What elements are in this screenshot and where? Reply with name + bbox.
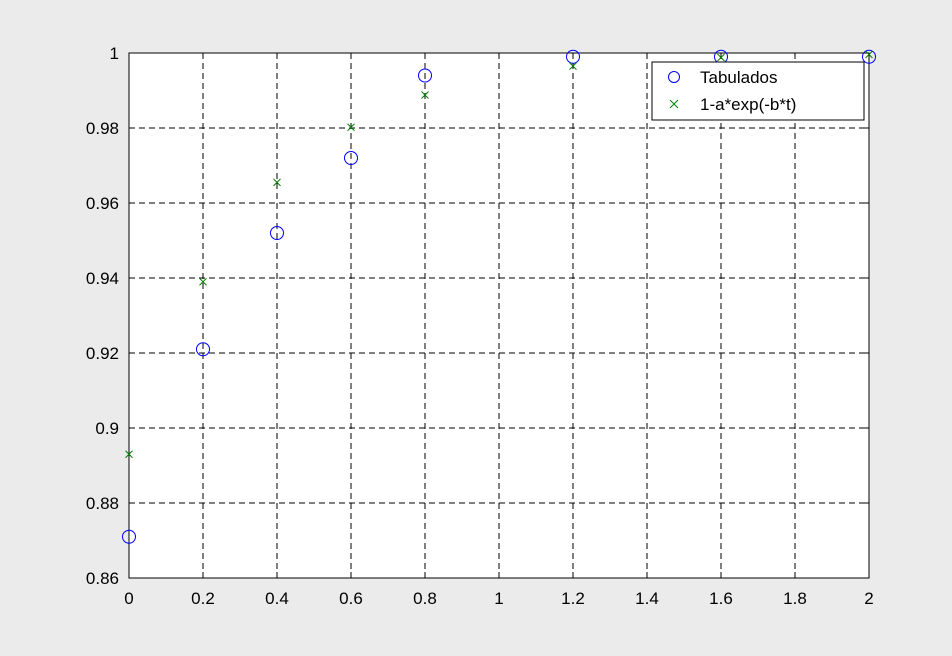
x-tick-label: 0.4 bbox=[265, 589, 289, 608]
point-fit bbox=[865, 50, 873, 59]
x-tick-labels: 0 0.2 0.4 0.6 0.8 1 1.2 1.4 1.6 1.8 2 bbox=[124, 589, 873, 608]
point-fit bbox=[199, 277, 207, 286]
y-tick-labels: 0.86 0.88 0.9 0.92 0.94 0.96 0.98 1 bbox=[86, 44, 119, 588]
legend-box bbox=[651, 61, 865, 121]
x-tick-label: 2 bbox=[864, 589, 873, 608]
point-fit bbox=[569, 62, 577, 70]
point-tabulados bbox=[566, 49, 580, 64]
x-tick-label: 1.2 bbox=[561, 589, 585, 608]
grid-lines bbox=[129, 53, 869, 578]
point-fit bbox=[273, 178, 281, 187]
point-fit bbox=[125, 450, 133, 459]
x-tick-label: 0.2 bbox=[191, 589, 215, 608]
x-tick-label: 0.6 bbox=[339, 589, 363, 608]
y-tick-label: 0.88 bbox=[86, 494, 119, 513]
y-tick-label: 1 bbox=[110, 44, 119, 63]
point-tabulados bbox=[196, 342, 210, 357]
axis-ticks bbox=[128, 52, 870, 579]
y-tick-label: 0.9 bbox=[95, 419, 119, 438]
y-tick-label: 0.86 bbox=[86, 569, 119, 588]
point-tabulados bbox=[122, 529, 136, 544]
point-fit bbox=[717, 53, 725, 62]
legend-marker-circle bbox=[668, 71, 680, 83]
legend-label-tabulados: Tabulados bbox=[700, 68, 778, 87]
point-fit bbox=[347, 123, 355, 132]
y-tick-label: 0.94 bbox=[86, 269, 119, 288]
legend-marker-x bbox=[669, 99, 679, 109]
legend-label-fit: 1-a*exp(-b*t) bbox=[700, 95, 796, 114]
point-tabulados bbox=[344, 151, 358, 165]
point-tabulados bbox=[862, 49, 876, 64]
x-tick-label: 1 bbox=[494, 589, 503, 608]
data-points bbox=[122, 49, 876, 544]
x-tick-label: 0 bbox=[124, 589, 133, 608]
x-tick-label: 1.6 bbox=[709, 589, 733, 608]
legend: Tabulados 1-a*exp(-b*t) bbox=[651, 61, 865, 121]
y-tick-label: 0.92 bbox=[86, 344, 119, 363]
y-tick-label: 0.96 bbox=[86, 194, 119, 213]
x-tick-label: 0.8 bbox=[413, 589, 437, 608]
point-tabulados bbox=[418, 68, 432, 83]
point-tabulados bbox=[270, 226, 284, 240]
x-tick-label: 1.8 bbox=[783, 589, 807, 608]
x-tick-label: 1.4 bbox=[635, 589, 659, 608]
point-fit bbox=[421, 91, 429, 99]
y-tick-label: 0.98 bbox=[86, 119, 119, 138]
